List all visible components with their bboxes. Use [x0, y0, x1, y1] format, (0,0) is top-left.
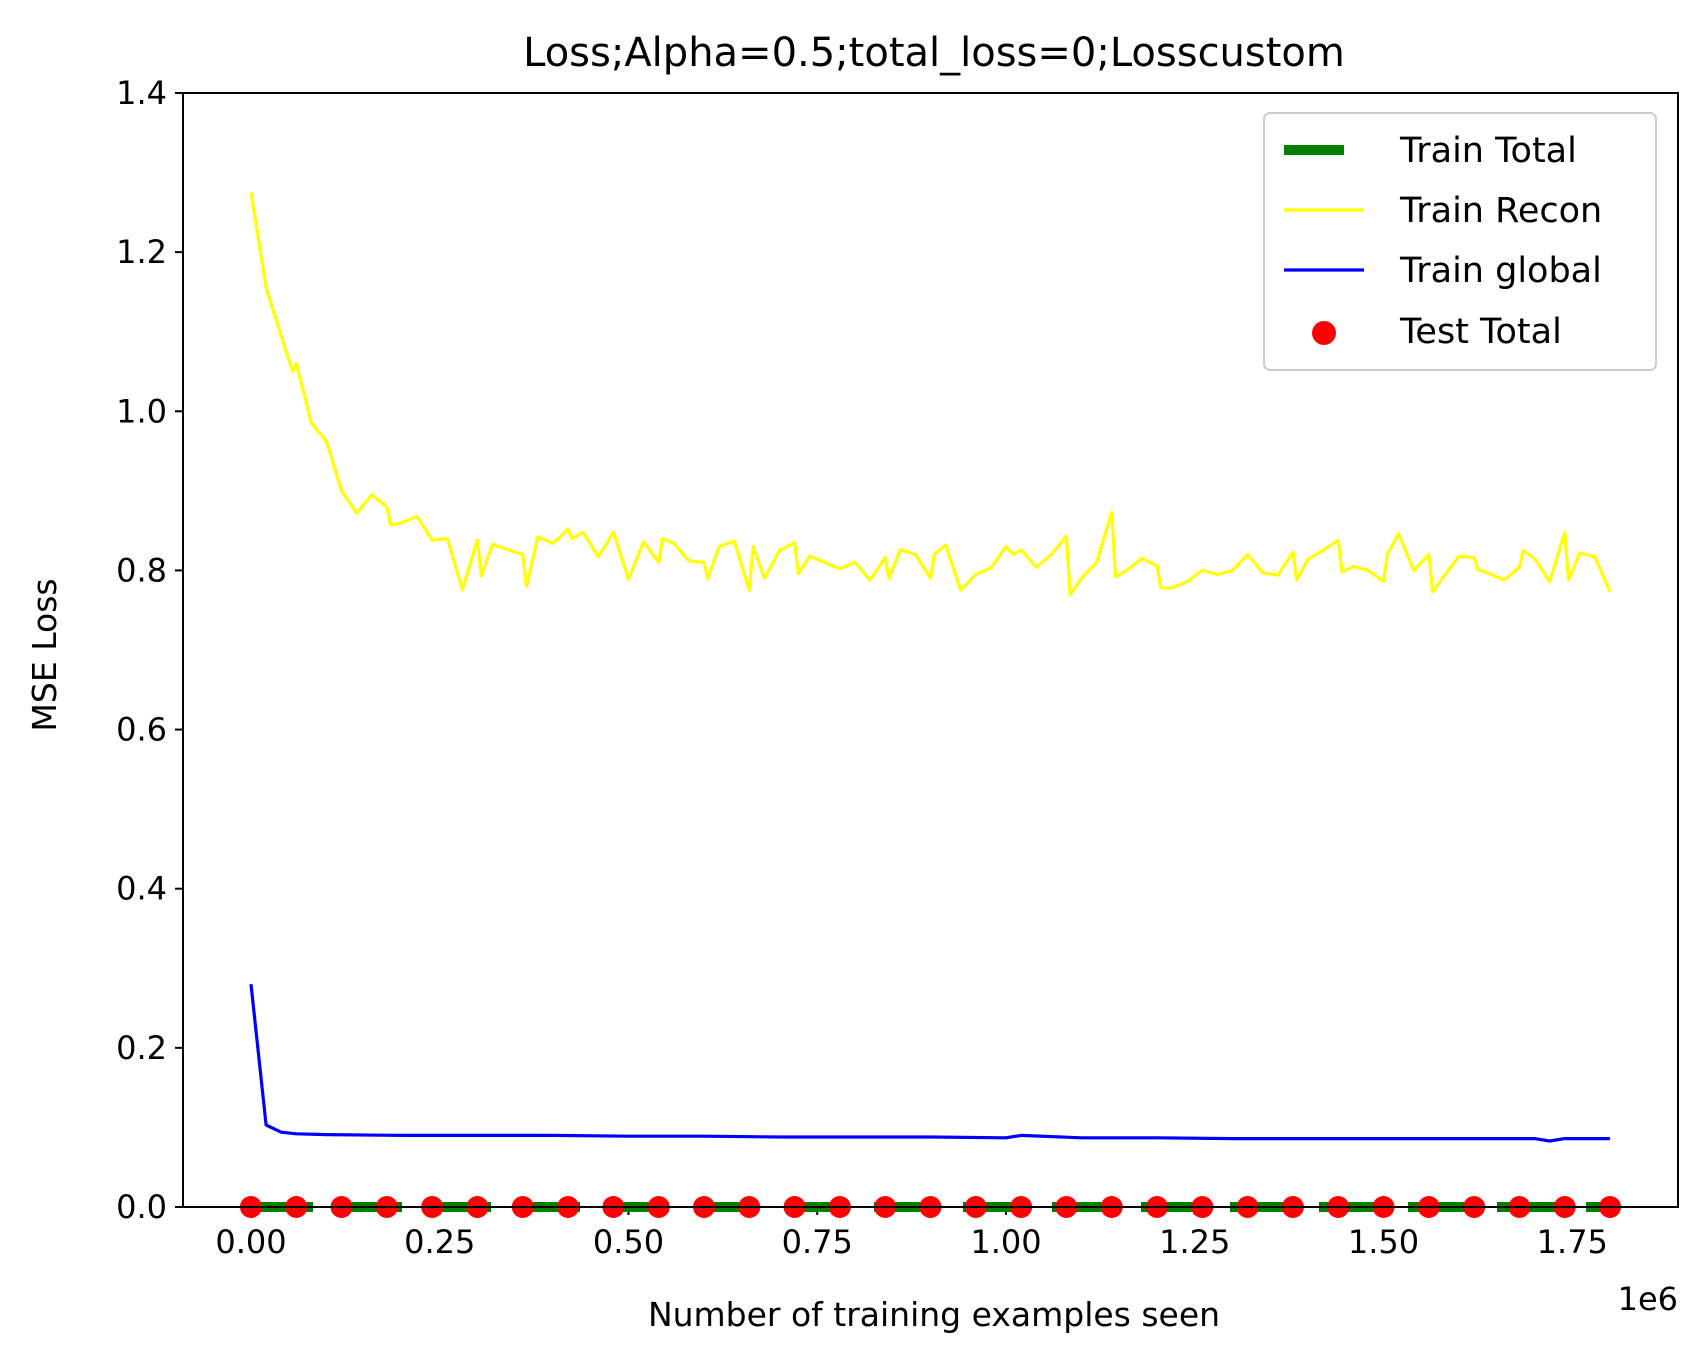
y-tick-label: 0.4	[116, 870, 167, 908]
y-tick-label: 1.4	[116, 74, 167, 112]
x-tick-label: 1.00	[970, 1223, 1041, 1261]
legend-item-train-global-label: Train global	[1399, 251, 1602, 291]
x-tick-label: 0.50	[593, 1223, 664, 1261]
y-tick-label: 0.6	[116, 711, 167, 749]
axes-frame	[182, 92, 1679, 1208]
series-train-recon-line	[249, 192, 1612, 596]
y-tick-label: 0.0	[116, 1188, 167, 1226]
y-axis-label: MSE Loss	[25, 578, 64, 731]
x-axis-label: Number of training examples seen	[648, 1295, 1220, 1334]
legend-box	[1263, 112, 1657, 371]
y-tick-label: 1.2	[116, 233, 167, 271]
legend-item-test-total-label: Test Total	[1399, 312, 1562, 352]
y-tick-label: 0.8	[116, 551, 167, 589]
legend-item-train-recon-label: Train Recon	[1399, 191, 1602, 231]
legend: Train Total Train Recon Train global Test T…	[1263, 112, 1657, 371]
x-tick-label: 1.25	[1159, 1223, 1230, 1261]
x-tick-label: 0.25	[404, 1223, 475, 1261]
legend-item-train-total-label: Train Total	[1399, 131, 1577, 171]
x-tick-label: 1.50	[1348, 1223, 1419, 1261]
x-tick-label: 1.75	[1537, 1223, 1608, 1261]
x-tick-label: 0.75	[782, 1223, 853, 1261]
chart-title: Loss;Alpha=0.5;total_loss=0;Losscustom	[523, 30, 1345, 76]
x-offset-label: 1e6	[1618, 1280, 1678, 1318]
y-tick-label: 0.2	[116, 1029, 167, 1067]
plot-area: 0.00 0.25 0.50 0.75 1.00 1.25 1.50 1.75 0.0 0.2 0.…	[116, 74, 1679, 1261]
legend-item-test-total-swatch	[1312, 321, 1336, 345]
series-train-global-line	[249, 984, 1610, 1143]
y-tick-label: 1.0	[116, 392, 167, 430]
x-tick-label: 0.00	[215, 1223, 286, 1261]
